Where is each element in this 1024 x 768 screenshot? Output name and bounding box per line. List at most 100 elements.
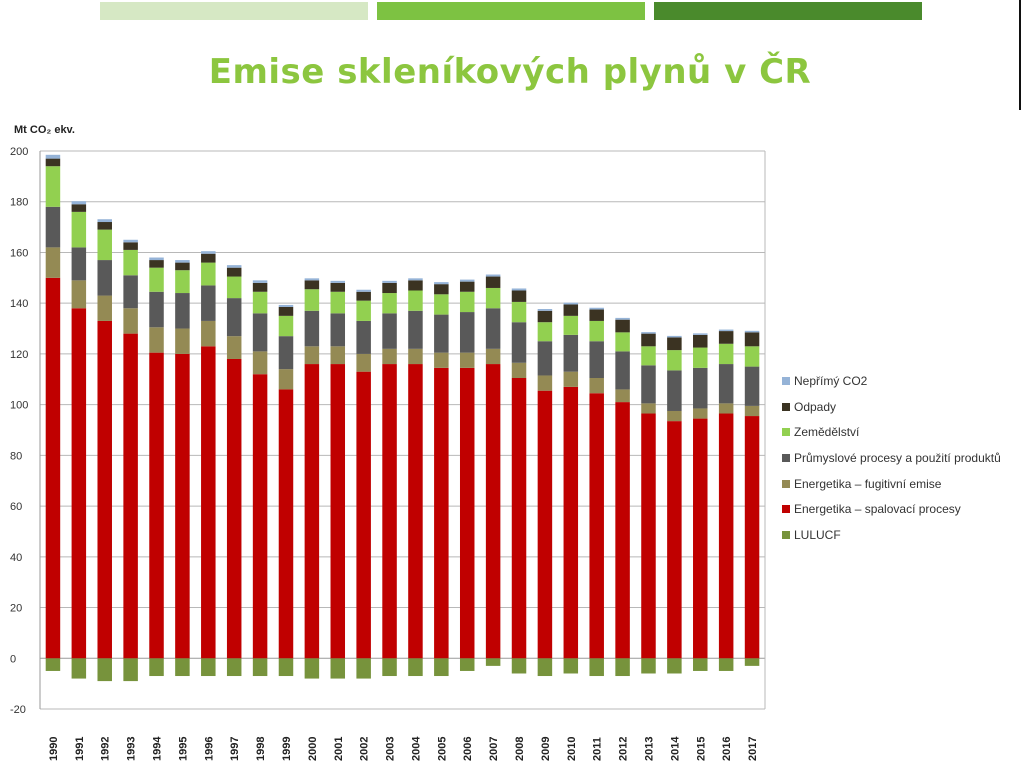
bar-segment xyxy=(744,416,760,659)
bar-segment xyxy=(615,658,630,677)
bar-segment xyxy=(201,251,216,254)
bar-segment xyxy=(123,249,138,276)
bar-segment xyxy=(434,282,449,285)
bar-segment xyxy=(278,304,294,307)
y-tick-label: 20 xyxy=(10,603,22,615)
bar-segment xyxy=(201,320,216,347)
bar-segment xyxy=(45,247,61,278)
bar-segment xyxy=(71,247,87,281)
bar-segment xyxy=(641,346,656,366)
bar-segment xyxy=(45,658,61,671)
bar-segment xyxy=(304,280,320,290)
bar-segment xyxy=(304,364,320,659)
x-tick-label: 2012 xyxy=(618,737,630,761)
bar-segment xyxy=(71,201,87,205)
bar-segment xyxy=(459,658,475,671)
bar-segment xyxy=(434,294,449,315)
bar-segment xyxy=(252,280,268,283)
bar-segment xyxy=(563,304,579,316)
x-tick-label: 2007 xyxy=(488,737,500,761)
bar-segment xyxy=(201,253,216,263)
bar-segment xyxy=(718,329,734,332)
bar-segment xyxy=(330,658,346,679)
slide-edge-rule xyxy=(1019,0,1021,110)
bar-segment xyxy=(226,267,242,277)
bar-segment xyxy=(667,421,682,659)
y-axis-title: Mt CO₂ ekv. xyxy=(14,124,75,136)
x-tick-label: 2006 xyxy=(462,737,474,761)
x-tick-label: 2010 xyxy=(566,737,578,761)
bar-segment xyxy=(149,291,164,328)
page-title: Emise skleníkových plynů v ČR xyxy=(208,52,812,92)
y-tick-label: 160 xyxy=(10,247,28,259)
bar-segment xyxy=(382,348,397,365)
bar-segment xyxy=(201,285,216,321)
bar-segment xyxy=(123,275,138,309)
y-tick-label: 40 xyxy=(10,552,22,564)
bar-segment xyxy=(252,351,268,375)
bar-segment xyxy=(459,291,475,313)
emissions-stacked-bar-chart: Mt CO₂ ekv. -20 0 20 40 60 80 100 120 140 160 180 20… xyxy=(10,124,766,761)
bar-segment xyxy=(252,291,268,314)
legend-label: Nepřímý CO2 xyxy=(794,374,868,388)
legend-swatch xyxy=(782,428,790,437)
bar-segment xyxy=(744,330,760,333)
bar-segment xyxy=(615,332,630,352)
bar-segment xyxy=(485,658,501,666)
bar-segment xyxy=(408,280,423,291)
bar-segment xyxy=(615,317,630,320)
bar-segment xyxy=(563,315,579,335)
y-tick-label: 60 xyxy=(10,501,22,513)
bar-segment xyxy=(589,393,604,659)
x-tick-label: 2017 xyxy=(747,737,759,761)
y-tick-label: -20 xyxy=(10,704,26,716)
bar-segment xyxy=(97,295,112,321)
bar-segment xyxy=(537,658,553,677)
x-tick-label: 1990 xyxy=(48,737,60,761)
x-tick-label: 1997 xyxy=(229,737,241,761)
bar-segment xyxy=(382,282,397,294)
bar-segment xyxy=(71,211,87,248)
x-tick-label: 2015 xyxy=(695,737,707,761)
header-accent-bar-medium xyxy=(377,2,645,20)
bar-segment xyxy=(123,239,138,243)
legend-swatch xyxy=(782,479,790,488)
bar-segment xyxy=(667,658,682,674)
bar-segment xyxy=(356,289,371,292)
bar-segment xyxy=(511,378,527,659)
bar-segment xyxy=(201,658,216,677)
bar-segment xyxy=(408,348,423,365)
y-tick-label: 140 xyxy=(10,298,28,310)
bar-segment xyxy=(45,158,61,167)
bar-segment xyxy=(744,658,760,666)
y-tick-label: 180 xyxy=(10,197,28,209)
bar-segment xyxy=(744,332,760,347)
bar-segment xyxy=(408,278,423,281)
bar-segment xyxy=(563,302,579,305)
bar-segment xyxy=(485,348,501,365)
bar-segment xyxy=(252,313,268,352)
bar-segment xyxy=(434,352,449,368)
bar-segment xyxy=(226,298,242,337)
bar-segment xyxy=(434,314,449,353)
bar-segment xyxy=(408,290,423,311)
bar-segment xyxy=(330,313,346,347)
bar-segment xyxy=(356,291,371,301)
bar-segment xyxy=(511,290,527,302)
bar-segment xyxy=(226,658,242,677)
bar-segment xyxy=(718,413,734,659)
bar-segment xyxy=(511,658,527,674)
bar-segment xyxy=(149,257,164,261)
legend-swatch xyxy=(782,454,790,463)
x-tick-label: 2001 xyxy=(333,737,345,761)
bar-segment xyxy=(718,658,734,671)
bar-segment xyxy=(408,310,423,349)
bar-segment xyxy=(408,364,423,659)
bar-segment xyxy=(278,389,294,659)
bar-segment xyxy=(175,353,190,659)
bar-segment xyxy=(563,334,579,372)
bar-segment xyxy=(97,658,112,682)
bar-segment xyxy=(589,320,604,342)
bar-segment xyxy=(175,293,190,329)
bar-segment xyxy=(744,346,760,367)
